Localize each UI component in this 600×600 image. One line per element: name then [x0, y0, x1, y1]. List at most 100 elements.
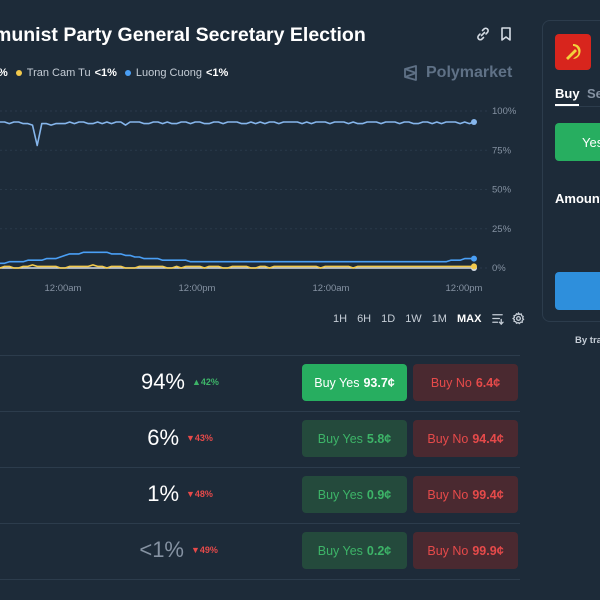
row-divider [0, 355, 520, 356]
market-title: munist Party General Secretary Election [0, 24, 366, 46]
change-value: 49% [199, 545, 218, 555]
polymarket-logo-icon [404, 65, 417, 81]
range-1m[interactable]: 1M [431, 312, 447, 325]
buy-yes-button[interactable]: Buy Yes 5.8¢ [302, 420, 407, 457]
y-axis-labels: 100% 75% 50% 25% 0% [492, 106, 517, 274]
buy-yes-button[interactable]: Buy Yes 0.2¢ [302, 532, 407, 569]
brand-name: Polymarket [426, 64, 513, 81]
buy-yes-label: Buy Yes [317, 543, 363, 558]
buy-no-price: 99.4¢ [472, 487, 504, 502]
outcome-change: ▼ 49% [191, 545, 218, 555]
outcome-probability: 94% [140, 369, 185, 394]
legend-name: Luong Cuong [135, 67, 202, 79]
buy-no-price: 94.4¢ [472, 431, 504, 446]
settings-icon[interactable] [512, 312, 525, 325]
legend-dot [124, 70, 131, 76]
arrow-up-icon: ▲ [192, 377, 201, 387]
arrow-down-icon: ▼ [186, 489, 195, 499]
arrow-down-icon: ▼ [191, 545, 200, 555]
buy-no-price: 99.9¢ [472, 543, 504, 558]
change-value: 48% [194, 489, 213, 499]
x-tick-label: 12:00am [45, 283, 82, 294]
range-1h[interactable]: 1H [333, 312, 348, 325]
chart-legend: % Tran Cam Tu <1% Luong Cuong <1% [0, 67, 236, 79]
terms-text: By tra [575, 335, 600, 346]
series-line [0, 264, 474, 269]
buy-no-label: Buy No [427, 487, 469, 502]
outcome-change: ▲ 42% [192, 377, 219, 387]
hammer-sickle-flag-icon [555, 34, 591, 70]
buy-yes-button[interactable]: Buy Yes 0.9¢ [302, 476, 407, 513]
series-end-point [471, 263, 477, 270]
buy-yes-price: 93.7¢ [363, 375, 395, 390]
buy-yes-label: Buy Yes [317, 431, 363, 446]
buy-yes-price: 0.2¢ [366, 543, 392, 558]
buy-yes-price: 5.8¢ [366, 431, 392, 446]
outcome-change: ▼ 43% [186, 433, 213, 443]
legend-item: Luong Cuong <1% [124, 67, 229, 79]
row-divider [0, 579, 520, 580]
buy-yes-label: Buy Yes [317, 487, 363, 502]
time-range-selector: 1H 6H 1D 1W 1M MAX [333, 312, 533, 325]
series-line [0, 121, 475, 147]
tab-divider [555, 106, 600, 107]
y-tick-label: 75% [492, 145, 512, 156]
change-value: 42% [200, 377, 219, 387]
legend-name: Tran Cam Tu [26, 67, 91, 79]
series-end-point [471, 255, 477, 262]
price-chart[interactable]: 100%75%50%25%0% 12:00am 12:00pm 12:00am 12:… [0, 100, 520, 300]
bookmark-icon[interactable] [498, 26, 514, 42]
buy-no-button[interactable]: Buy No 99.4¢ [413, 476, 518, 513]
outcome-change: ▼ 48% [186, 489, 213, 499]
arrow-down-icon: ▼ [186, 433, 195, 443]
x-axis-labels: 12:00am 12:00pm 12:00am 12:00pm [45, 283, 483, 294]
outcome-row[interactable]: 6% ▼ 43% Buy Yes 5.8¢ Buy No 94.4¢ [0, 411, 520, 467]
outcome-probability: 6% [147, 425, 179, 450]
amount-label: Amount [555, 191, 600, 206]
outcome-row[interactable]: 1% ▼ 48% Buy Yes 0.9¢ Buy No 99.4¢ [0, 467, 520, 523]
buy-no-button[interactable]: Buy No 99.9¢ [413, 532, 518, 569]
buy-no-price: 6.4¢ [475, 375, 501, 390]
buy-no-label: Buy No [430, 375, 472, 390]
legend-value: % [0, 67, 8, 79]
series-line [0, 251, 474, 265]
row-divider [0, 411, 520, 412]
tab-active-indicator [555, 104, 579, 106]
y-tick-label: 0% [492, 263, 506, 274]
outcome-row[interactable]: <1% ▼ 49% Buy Yes 0.2¢ Buy No 99.9¢ [0, 523, 520, 579]
outcome-probability: <1% [139, 537, 184, 562]
legend-value: <1% [205, 67, 229, 79]
row-divider [0, 467, 520, 468]
tab-sell[interactable]: Se [587, 86, 600, 101]
outcome-row[interactable]: 94% ▲ 42% Buy Yes 93.7¢ Buy No 6.4¢ [0, 355, 520, 411]
trade-panel [542, 20, 600, 322]
range-max[interactable]: MAX [456, 312, 482, 325]
x-tick-label: 12:00pm [446, 283, 483, 294]
link-icon[interactable] [475, 26, 491, 42]
y-tick-label: 25% [492, 224, 512, 235]
buy-no-label: Buy No [427, 543, 469, 558]
polymarket-brand: Polymarket [402, 64, 512, 82]
buy-no-button[interactable]: Buy No 94.4¢ [413, 420, 518, 457]
outcome-probability: 1% [147, 481, 179, 506]
tab-buy[interactable]: Buy [555, 86, 580, 101]
range-1w[interactable]: 1W [405, 312, 422, 325]
buy-yes-price: 0.9¢ [366, 487, 392, 502]
legend-value: <1% [94, 67, 117, 79]
trade-action-button[interactable] [555, 272, 600, 310]
y-tick-label: 50% [492, 185, 512, 196]
series-end-point [471, 118, 477, 125]
y-tick-label: 100% [492, 106, 517, 117]
row-divider [0, 523, 520, 524]
panel-yes-button[interactable]: Yes [555, 123, 600, 161]
legend-item: Tran Cam Tu <1% [15, 67, 117, 79]
x-tick-label: 12:00am [313, 283, 350, 294]
buy-no-label: Buy No [427, 431, 469, 446]
range-6h[interactable]: 6H [357, 312, 372, 325]
range-1d[interactable]: 1D [381, 312, 396, 325]
buy-yes-button[interactable]: Buy Yes 93.7¢ [302, 364, 407, 401]
filter-icon[interactable] [491, 312, 505, 325]
change-value: 43% [194, 433, 213, 443]
buy-yes-label: Buy Yes [314, 375, 360, 390]
buy-no-button[interactable]: Buy No 6.4¢ [413, 364, 518, 401]
